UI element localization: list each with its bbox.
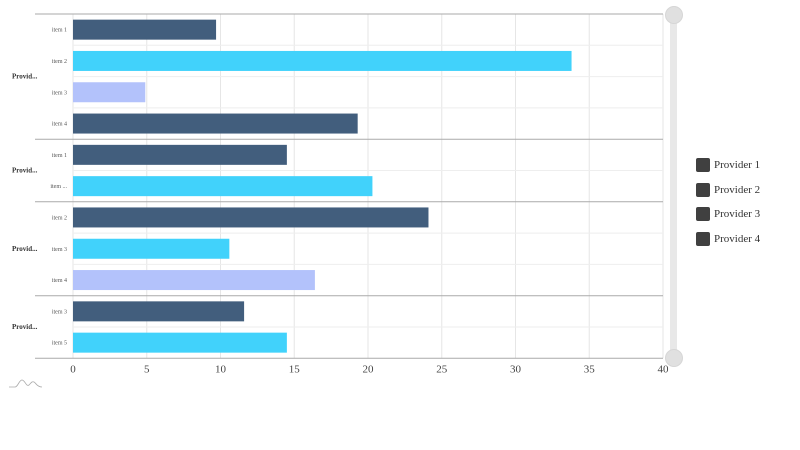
bar[interactable] (73, 19, 217, 40)
category-label: item 3 (52, 247, 67, 253)
group-label: Provid... (12, 323, 38, 331)
bar[interactable] (73, 270, 315, 291)
navigator-icon[interactable] (9, 379, 43, 388)
category-label: item 4 (52, 122, 67, 128)
bar[interactable] (73, 301, 245, 322)
legend-label: Provider 4 (714, 232, 761, 245)
category-label: item 1 (52, 153, 67, 159)
legend-label: Provider 1 (714, 159, 761, 172)
x-tick-label: 35 (584, 363, 596, 375)
category-label: item 4 (52, 278, 67, 284)
legend: Provider 1 Provider 2 Provider 3 Provide… (696, 153, 760, 251)
legend-swatch (696, 158, 710, 173)
group-label: Provid... (12, 73, 38, 81)
category-label: item 5 (52, 341, 67, 347)
bar[interactable] (73, 207, 429, 228)
legend-label: Provider 2 (714, 183, 761, 196)
legend-label: Provider 3 (714, 208, 761, 221)
category-label: item 1 (52, 28, 67, 34)
bar[interactable] (73, 113, 358, 134)
x-tick-label: 20 (363, 363, 375, 375)
x-tick-label: 5 (144, 363, 150, 375)
bar[interactable] (73, 176, 373, 197)
category-label: item 3 (52, 90, 67, 96)
bar[interactable] (73, 238, 230, 259)
x-tick-label: 15 (289, 363, 301, 375)
group-label: Provid... (12, 167, 38, 175)
legend-item-provider-1[interactable]: Provider 1 (696, 153, 760, 178)
category-label: item 3 (52, 309, 67, 315)
x-tick-label: 40 (658, 363, 670, 375)
bar[interactable] (73, 82, 146, 103)
legend-item-provider-2[interactable]: Provider 2 (696, 178, 760, 203)
category-label: item 2 (52, 215, 67, 221)
legend-swatch (696, 231, 710, 246)
legend-swatch (696, 207, 710, 222)
group-label: Provid... (12, 245, 38, 253)
scroll-handle-top[interactable] (665, 6, 683, 24)
x-tick-label: 30 (510, 363, 522, 375)
bar[interactable] (73, 50, 572, 71)
vertical-scrollbar[interactable] (665, 6, 683, 367)
x-tick-label: 0 (70, 363, 76, 375)
legend-item-provider-3[interactable]: Provider 3 (696, 202, 760, 227)
bar[interactable] (73, 332, 287, 353)
legend-swatch (696, 182, 710, 197)
bar[interactable] (73, 144, 287, 165)
scroll-handle-bottom[interactable] (665, 349, 683, 367)
category-label: item 2 (52, 59, 67, 65)
legend-item-provider-4[interactable]: Provider 4 (696, 227, 760, 252)
x-tick-label: 10 (215, 363, 227, 375)
category-label: item ... (50, 184, 67, 190)
x-tick-label: 25 (436, 363, 448, 375)
